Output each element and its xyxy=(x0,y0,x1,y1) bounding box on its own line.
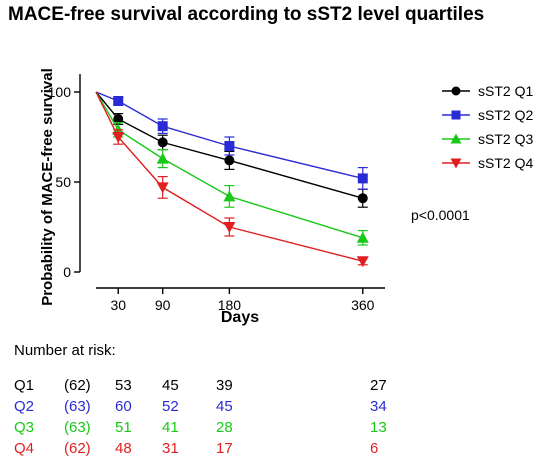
risk-cell: 34 xyxy=(370,398,387,415)
risk-cell: 41 xyxy=(162,419,179,436)
legend-label: sST2 Q4 xyxy=(478,155,533,171)
data-point xyxy=(113,114,124,124)
data-point xyxy=(357,173,368,184)
data-point xyxy=(156,152,169,164)
y-tick-label: 0 xyxy=(63,264,71,280)
legend-marker xyxy=(451,110,461,120)
risk-cell: (63) xyxy=(64,398,91,415)
risk-cell: 45 xyxy=(162,377,179,394)
risk-cell: 39 xyxy=(216,377,233,394)
data-point xyxy=(224,155,235,166)
data-point xyxy=(112,132,125,143)
risk-row-label: Q3 xyxy=(14,419,35,436)
risk-cell: 27 xyxy=(370,377,387,394)
legend-marker xyxy=(451,86,461,96)
p-value-annotation: p<0.0001 xyxy=(411,207,470,223)
y-tick-label: 50 xyxy=(55,174,71,190)
y-axis-title: Probability of MACE-free survival xyxy=(39,68,56,306)
data-point xyxy=(356,231,369,243)
x-axis-title: Days xyxy=(221,309,259,326)
data-point xyxy=(156,182,169,194)
risk-cell: 6 xyxy=(370,440,379,457)
risk-cell: 52 xyxy=(162,398,179,415)
risk-cell: (63) xyxy=(64,419,91,436)
x-tick-label: 30 xyxy=(110,297,126,313)
data-point xyxy=(223,190,236,202)
chart-title: MACE-free survival according to sST2 lev… xyxy=(8,4,485,25)
risk-cell: 48 xyxy=(115,440,132,457)
risk-row-label: Q2 xyxy=(14,398,35,415)
risk-cell: 60 xyxy=(115,398,132,415)
x-tick-label: 360 xyxy=(351,297,375,313)
risk-table-heading: Number at risk: xyxy=(14,342,116,359)
risk-cell: 45 xyxy=(216,398,233,415)
risk-cell: 28 xyxy=(216,419,233,436)
legend-marker xyxy=(450,158,462,169)
risk-cell: 17 xyxy=(216,440,233,457)
x-tick-label: 90 xyxy=(155,297,171,313)
legend-label: sST2 Q2 xyxy=(478,107,533,123)
risk-cell: 53 xyxy=(115,377,132,394)
x-tick-label: 180 xyxy=(218,297,242,313)
risk-cell: (62) xyxy=(64,440,91,457)
data-point xyxy=(157,121,168,132)
data-point xyxy=(357,193,368,204)
legend-label: sST2 Q1 xyxy=(478,83,533,99)
risk-row-label: Q1 xyxy=(14,377,35,394)
risk-cell: 31 xyxy=(162,440,179,457)
data-point xyxy=(356,256,369,268)
data-point xyxy=(224,141,235,151)
data-point xyxy=(223,222,236,233)
risk-row-label: Q4 xyxy=(14,440,35,457)
data-point xyxy=(157,137,168,148)
data-point xyxy=(113,96,124,106)
y-tick-label: 100 xyxy=(48,84,72,100)
risk-table-row: Q2 (63) 60 52 45 34 xyxy=(0,398,550,418)
risk-table-row: Q3 (63) 51 41 28 13 xyxy=(0,419,550,439)
risk-cell: 51 xyxy=(115,419,132,436)
risk-table-row: Q4 (62) 48 31 17 6 xyxy=(0,440,550,460)
legend-label: sST2 Q3 xyxy=(478,131,533,147)
risk-table-row: Q1 (62) 53 45 39 27 xyxy=(0,377,550,397)
risk-cell: (62) xyxy=(64,377,91,394)
risk-cell: 13 xyxy=(370,419,387,436)
legend-marker xyxy=(450,133,462,144)
